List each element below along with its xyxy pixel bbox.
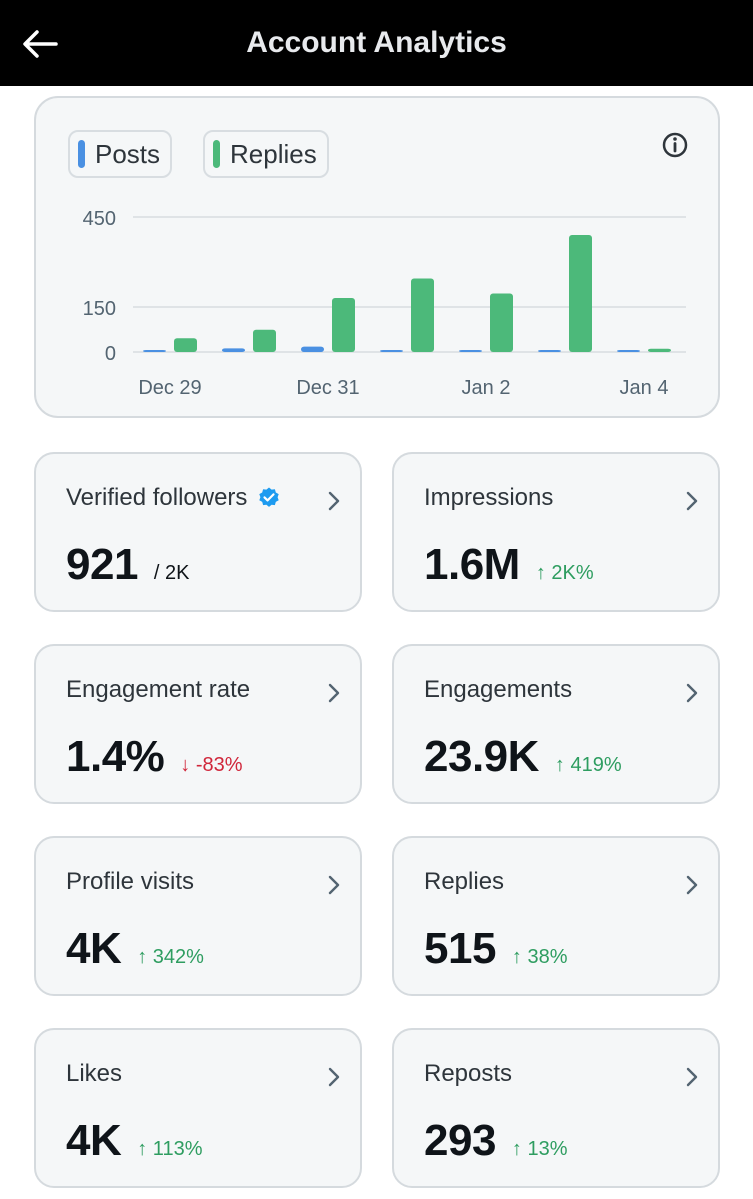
legend-replies-label: Replies [230, 138, 317, 169]
y-tick-label: 150 [83, 298, 116, 320]
x-tick-label: Jan 4 [620, 377, 669, 399]
stat-delta: ↑ 113% [137, 1138, 203, 1160]
stat-value: 4K [66, 1116, 122, 1165]
legend-posts-chip[interactable]: Posts [68, 130, 173, 178]
bar-posts-5 [538, 350, 561, 352]
stat-sub: / 2K [153, 562, 190, 584]
stat-label: Verified followers [66, 484, 281, 512]
chevron-right-icon [686, 875, 698, 895]
chevron-right-icon [328, 1067, 340, 1087]
x-tick-label: Dec 31 [296, 377, 359, 399]
bar-replies-5 [569, 235, 592, 352]
chevron-right-icon [686, 683, 698, 703]
stat-delta: ↓ -83% [180, 754, 243, 776]
stat-card-replies[interactable]: Replies 515 ↑ 38% [392, 836, 720, 996]
stat-label-text: Engagements [424, 676, 573, 703]
bar-replies-4 [490, 293, 513, 352]
stat-value: 293 [424, 1116, 496, 1165]
stat-value: 4K [66, 924, 122, 973]
activity-chart-card: Posts Replies 0 150 450 Dec 29 Dec 31 Jan 2 Ja… [34, 96, 720, 418]
bar-posts-1 [222, 348, 245, 352]
bar-replies-0 [174, 338, 197, 352]
replies-swatch-icon [213, 140, 220, 168]
stat-label-text: Impressions [424, 484, 554, 511]
stat-label-text: Verified followers [66, 484, 248, 511]
x-tick-label: Dec 29 [138, 377, 201, 399]
stat-card-profile-visits[interactable]: Profile visits 4K ↑ 342% [34, 836, 362, 996]
stat-label-text: Engagement rate [66, 676, 251, 703]
legend-replies-chip[interactable]: Replies [203, 130, 329, 178]
stat-card-verified-followers[interactable]: Verified followers 921 / 2K [34, 452, 362, 612]
stat-value: 921 [66, 540, 138, 589]
stat-value: 1.4% [66, 732, 165, 781]
bar-replies-6 [648, 348, 671, 352]
bar-posts-4 [459, 350, 482, 352]
bar-posts-2 [301, 346, 324, 352]
stat-delta: ↑ 342% [137, 946, 204, 968]
chevron-right-icon [328, 683, 340, 703]
back-arrow-icon [23, 30, 58, 58]
stat-delta: ↑ 38% [511, 946, 568, 968]
stat-value: 1.6M [424, 540, 520, 589]
stat-label-text: Likes [66, 1060, 123, 1087]
chevron-right-icon [328, 491, 340, 511]
stat-value: 515 [424, 924, 496, 973]
stat-card-impressions[interactable]: Impressions 1.6M ↑ 2K% [392, 452, 720, 612]
stat-label-text: Profile visits [66, 868, 195, 895]
bar-replies-3 [411, 278, 434, 352]
stat-card-reposts[interactable]: Reposts 293 ↑ 13% [392, 1028, 720, 1188]
chevron-right-icon [686, 1067, 698, 1087]
chevron-right-icon [686, 491, 698, 511]
bar-posts-3 [380, 350, 403, 352]
stat-card-engagement-rate[interactable]: Engagement rate 1.4% ↓ -83% [34, 644, 362, 804]
bar-replies-2 [332, 298, 355, 352]
back-button[interactable] [18, 22, 62, 66]
x-tick-label: Jan 2 [462, 377, 511, 399]
info-icon[interactable] [660, 130, 690, 160]
y-tick-label: 0 [105, 343, 116, 365]
stat-card-likes[interactable]: Likes 4K ↑ 113% [34, 1028, 362, 1188]
stat-card-engagements[interactable]: Engagements 23.9K ↑ 419% [392, 644, 720, 804]
chevron-right-icon [328, 875, 340, 895]
y-tick-label: 450 [83, 208, 116, 230]
posts-swatch-icon [78, 140, 85, 168]
stat-label-text: Reposts [424, 1060, 513, 1087]
stat-label-text: Replies [424, 868, 505, 895]
bar-posts-0 [143, 350, 166, 352]
bar-replies-1 [253, 329, 276, 352]
stat-delta: ↑ 419% [554, 754, 622, 776]
bar-posts-6 [617, 350, 640, 352]
legend-posts-label: Posts [95, 138, 161, 169]
page-title: Account Analytics [246, 26, 507, 59]
app-header: Account Analytics [0, 0, 753, 86]
stat-delta: ↑ 2K% [535, 562, 594, 584]
bar-chart: 0 150 450 Dec 29 Dec 31 Jan 2 Jan 4 [83, 208, 686, 399]
stat-value: 23.9K [424, 732, 539, 781]
verified-badge-icon [259, 487, 280, 507]
stat-delta: ↑ 13% [511, 1138, 568, 1160]
